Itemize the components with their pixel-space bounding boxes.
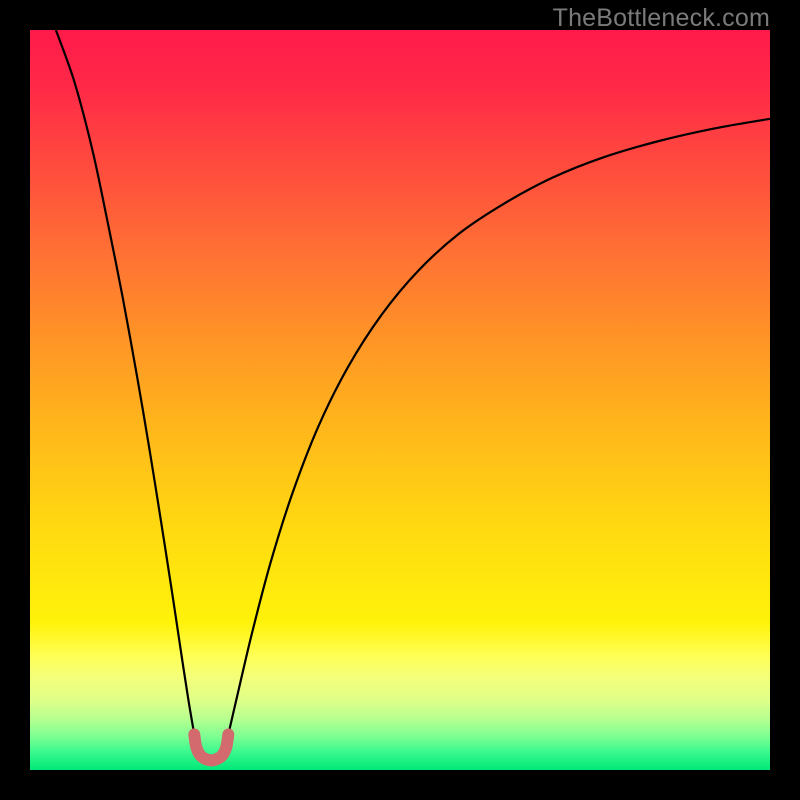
bottleneck-curve-right bbox=[228, 119, 770, 735]
curve-layer bbox=[30, 30, 770, 770]
watermark-text: TheBottleneck.com bbox=[553, 4, 770, 33]
valley-marker bbox=[194, 734, 228, 760]
chart-stage: TheBottleneck.com bbox=[0, 0, 800, 800]
plot-area bbox=[30, 30, 770, 770]
bottleneck-curve-left bbox=[56, 30, 194, 734]
